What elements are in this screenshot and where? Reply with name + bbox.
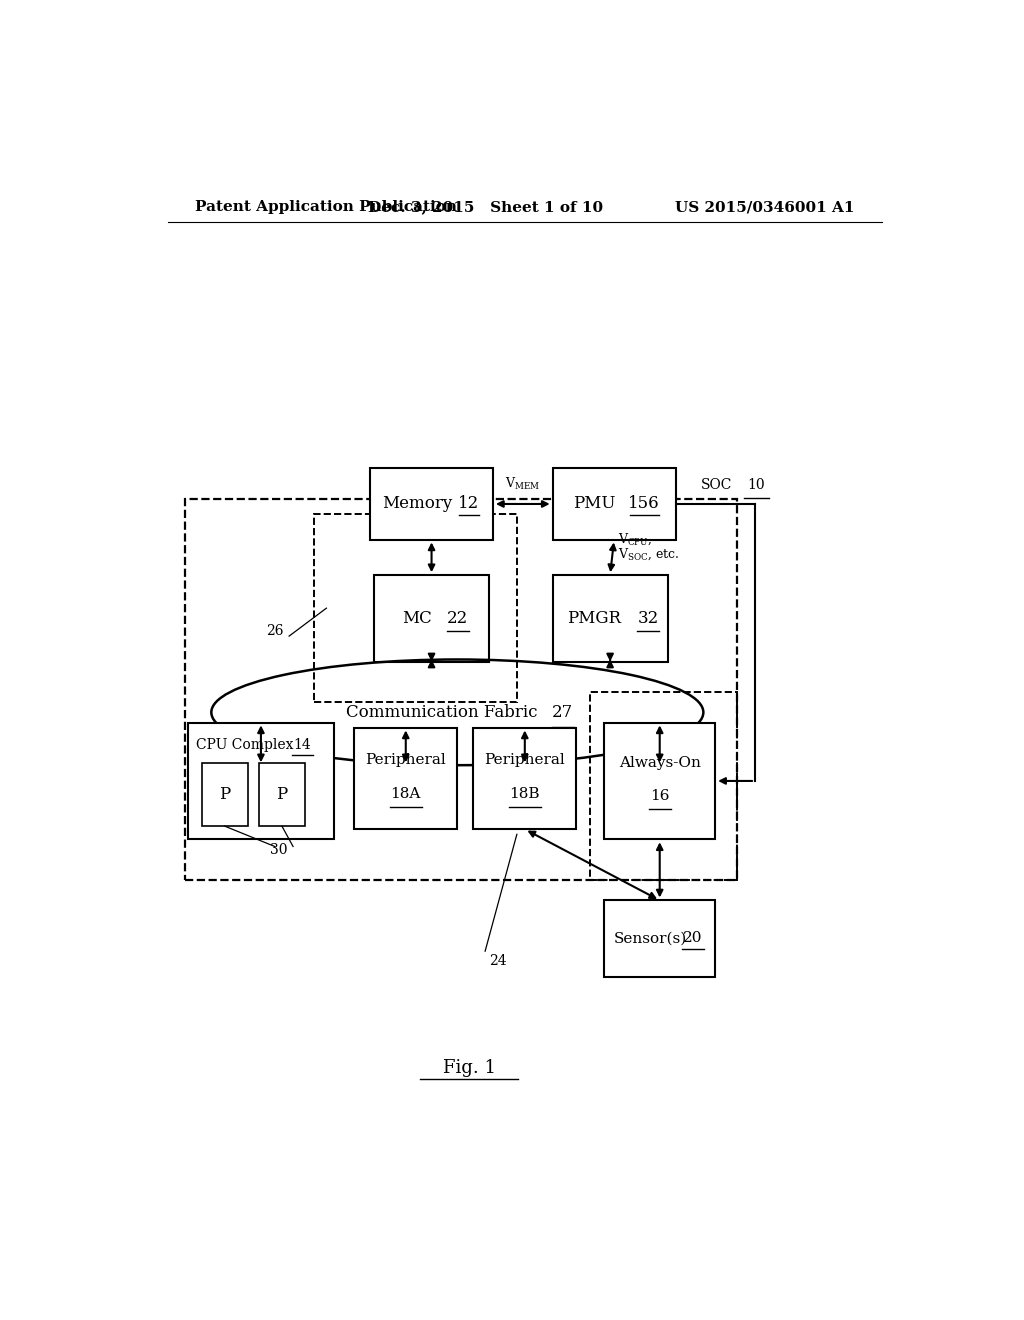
FancyBboxPatch shape (187, 722, 334, 840)
FancyBboxPatch shape (374, 576, 489, 661)
Text: Fig. 1: Fig. 1 (442, 1059, 496, 1077)
Text: PMGR: PMGR (567, 610, 622, 627)
Text: Memory: Memory (382, 495, 453, 512)
FancyBboxPatch shape (604, 722, 715, 840)
FancyBboxPatch shape (553, 469, 676, 540)
Text: Always-On: Always-On (618, 755, 700, 770)
Text: 14: 14 (293, 738, 311, 752)
Text: CPU Complex: CPU Complex (197, 738, 294, 752)
Text: 16: 16 (650, 789, 670, 803)
FancyBboxPatch shape (604, 900, 715, 977)
Text: Communication Fabric: Communication Fabric (346, 704, 538, 721)
Text: V$_{\mathregular{CPU}}$,: V$_{\mathregular{CPU}}$, (618, 532, 652, 548)
Text: 30: 30 (270, 842, 288, 857)
Text: Dec. 3, 2015   Sheet 1 of 10: Dec. 3, 2015 Sheet 1 of 10 (368, 201, 603, 214)
Text: V$_{\mathregular{SOC}}$, etc.: V$_{\mathregular{SOC}}$, etc. (618, 546, 680, 562)
Text: 22: 22 (447, 610, 468, 627)
Text: Peripheral: Peripheral (484, 754, 565, 767)
FancyBboxPatch shape (370, 469, 494, 540)
Text: P: P (219, 787, 230, 803)
Text: 12: 12 (458, 495, 479, 512)
Text: P: P (276, 787, 288, 803)
Text: US 2015/0346001 A1: US 2015/0346001 A1 (675, 201, 854, 214)
FancyBboxPatch shape (473, 727, 577, 829)
Text: 24: 24 (489, 954, 507, 969)
Text: SOC: SOC (701, 478, 733, 492)
Text: 32: 32 (638, 610, 658, 627)
Text: 20: 20 (683, 932, 702, 945)
FancyBboxPatch shape (259, 763, 305, 826)
Text: 18B: 18B (510, 787, 540, 801)
FancyBboxPatch shape (202, 763, 248, 826)
Text: 26: 26 (266, 624, 284, 638)
Text: 156: 156 (629, 495, 660, 512)
Text: 27: 27 (552, 704, 573, 721)
Text: Peripheral: Peripheral (366, 754, 446, 767)
FancyBboxPatch shape (354, 727, 458, 829)
Text: Patent Application Publication: Patent Application Publication (196, 201, 458, 214)
Text: PMU: PMU (573, 495, 615, 512)
FancyBboxPatch shape (553, 576, 668, 661)
Text: V$_{\mathregular{MEM}}$: V$_{\mathregular{MEM}}$ (505, 475, 541, 492)
Text: 18A: 18A (390, 787, 421, 801)
Text: MC: MC (402, 610, 432, 627)
Text: Sensor(s): Sensor(s) (613, 932, 687, 945)
Text: 10: 10 (748, 478, 765, 492)
